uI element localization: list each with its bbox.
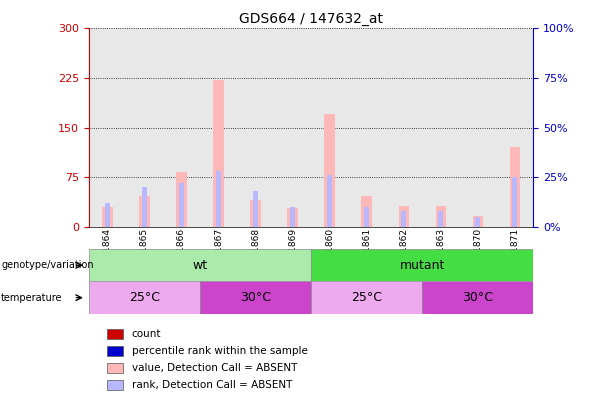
Bar [459,28,497,227]
Text: value, Detection Call = ABSENT: value, Detection Call = ABSENT [132,363,297,373]
Bar [102,207,113,227]
Bar [89,28,126,227]
Text: rank, Detection Call = ABSENT: rank, Detection Call = ABSENT [132,380,292,390]
Bar [89,249,311,281]
Text: mutant: mutant [400,259,445,272]
Bar [177,172,186,227]
Bar [385,28,422,227]
Bar [200,281,311,314]
Text: 30°C: 30°C [240,291,271,304]
Bar [274,28,311,227]
Bar [311,281,422,314]
Text: 30°C: 30°C [462,291,493,304]
Bar [105,203,110,227]
Bar [348,28,385,227]
Bar [253,191,258,227]
Bar [142,187,147,227]
Bar [438,211,443,227]
Bar [89,281,200,314]
Bar [512,177,517,227]
Bar [398,206,409,227]
Bar [139,196,150,227]
Bar [163,28,200,227]
Bar [290,207,295,227]
Bar [179,183,184,227]
Bar [311,249,533,281]
Text: genotype/variation: genotype/variation [1,260,94,270]
Text: 25°C: 25°C [351,291,382,304]
Text: wt: wt [192,259,208,272]
Bar [327,175,332,227]
Bar [497,28,533,227]
Bar [237,28,274,227]
Text: temperature: temperature [1,293,63,303]
Bar [250,200,261,227]
Text: percentile rank within the sample: percentile rank within the sample [132,346,308,356]
Text: count: count [132,329,161,339]
Bar [311,28,348,227]
Title: GDS664 / 147632_at: GDS664 / 147632_at [239,12,383,26]
Bar [509,147,520,227]
Text: 25°C: 25°C [129,291,160,304]
Bar [422,28,459,227]
Bar [435,206,446,227]
Bar [473,215,483,227]
Bar [324,114,335,227]
Bar [475,217,480,227]
Bar [216,171,221,227]
Bar [362,196,372,227]
Bar [364,207,369,227]
Bar [402,211,406,227]
Bar [213,80,224,227]
Bar [126,28,163,227]
Bar [287,208,298,227]
Bar [422,281,533,314]
Bar [200,28,237,227]
